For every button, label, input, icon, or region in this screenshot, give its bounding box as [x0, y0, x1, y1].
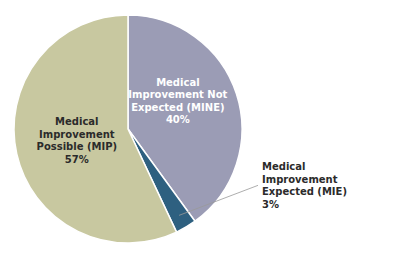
- slice-label: Medical ImprovementPossible (MIP) 57%: [37, 116, 118, 165]
- slice-label-name: Medical: [55, 116, 98, 127]
- slice-label-value: 3%: [262, 199, 279, 210]
- slice-label: Medical ImprovementExpected (MIE) 3%: [262, 161, 347, 210]
- slice-label-name: Medical: [262, 161, 305, 172]
- chart-container: MedicalImprovement NotExpected (MINE)40%…: [0, 0, 405, 258]
- slice-label-name: Expected (MIE): [262, 186, 347, 197]
- slice-label: MedicalImprovement Not Expected (MINE)40%: [128, 77, 227, 126]
- leader-line: [179, 185, 258, 215]
- slice-label-value: 40%: [166, 114, 190, 125]
- slices: [14, 15, 242, 243]
- slice-label-name: Improvement: [39, 129, 115, 140]
- pie-chart: MedicalImprovement NotExpected (MINE)40%…: [0, 0, 405, 258]
- slice-label-name: Improvement Not: [128, 89, 227, 100]
- slice-label-name: Medical: [156, 77, 199, 88]
- pie-slice: [14, 15, 177, 243]
- slice-label-name: Possible (MIP): [37, 141, 118, 152]
- slice-label-value: 57%: [65, 154, 89, 165]
- slice-label-name: Expected (MINE): [131, 102, 224, 113]
- slice-label-name: Improvement: [262, 174, 338, 185]
- labels: MedicalImprovement NotExpected (MINE)40%…: [37, 77, 347, 216]
